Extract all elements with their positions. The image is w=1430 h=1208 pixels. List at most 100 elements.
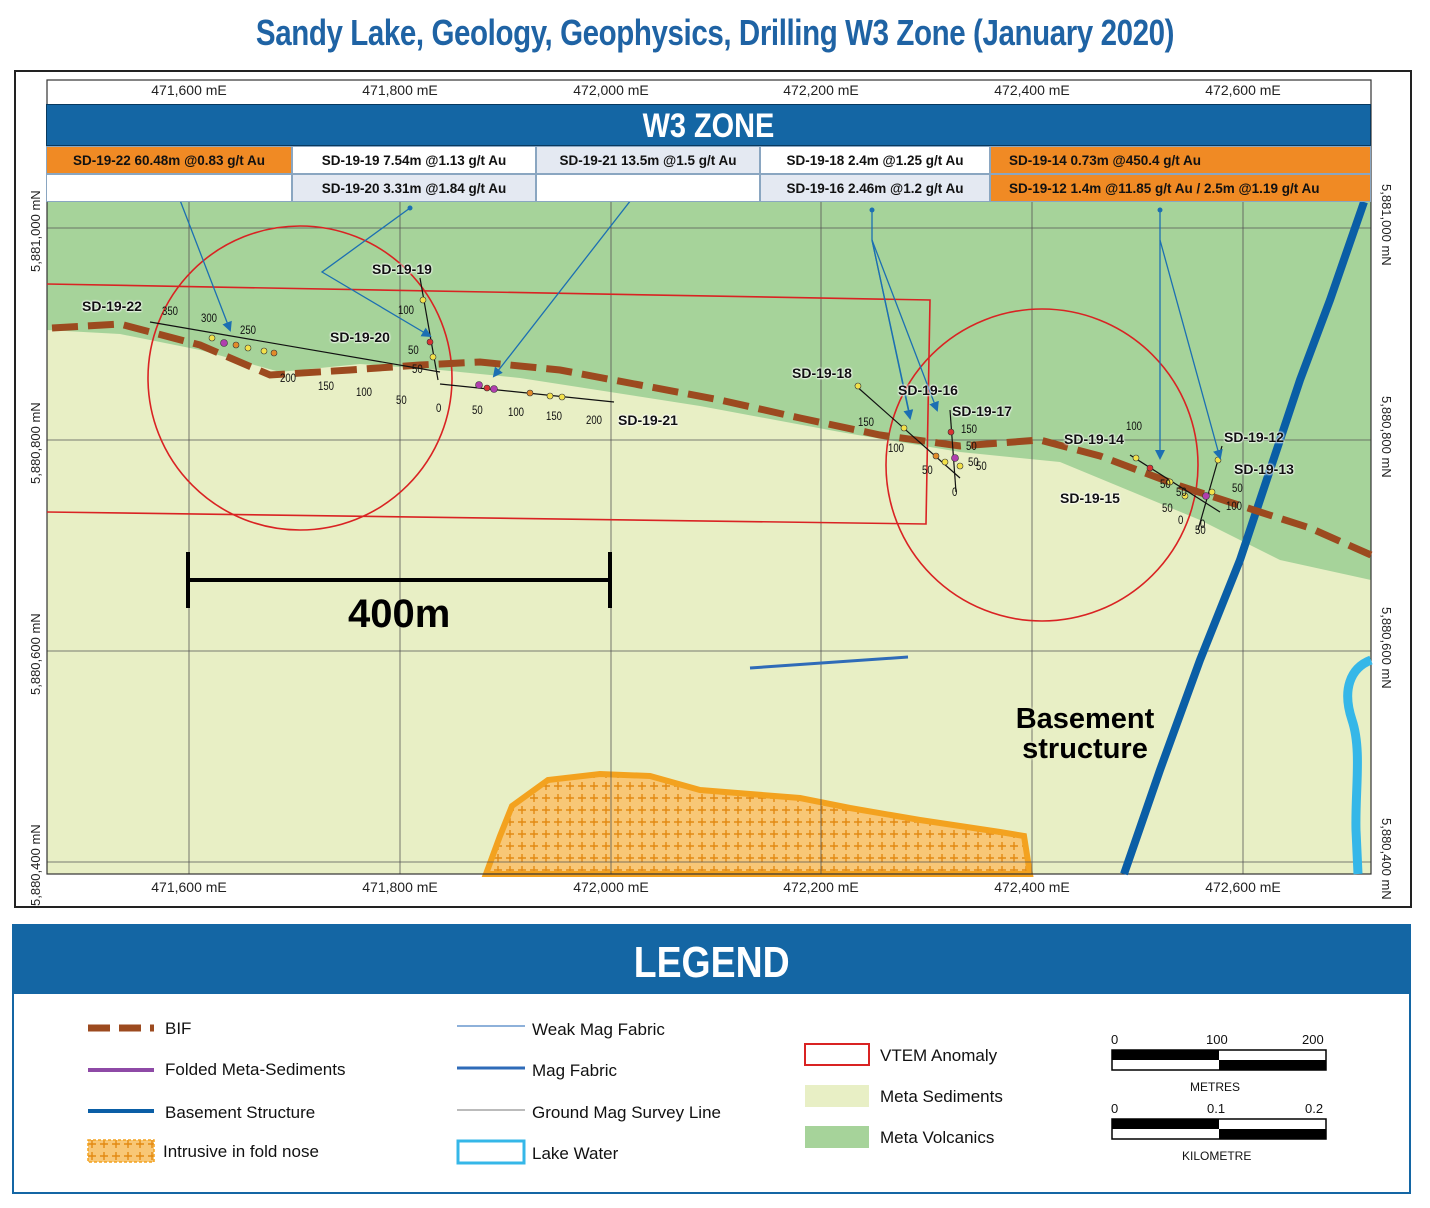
depth-tick-label: 50 [966,440,977,453]
easting-label-top: 471,800 mE [362,82,438,98]
easting-label-bottom: 471,600 mE [151,879,227,895]
meta-volcanics-symbol [805,1126,869,1148]
easting-label-top: 472,000 mE [573,82,649,98]
northing-label-left: 5,880,400 mN [28,824,43,906]
scalebar-m-caption: METRES [1190,1080,1241,1094]
result-sd-19-16: SD-19-16 2.46m @1.2 g/t Au [760,174,990,202]
meta-sediments-symbol [805,1085,869,1107]
grid-lines [47,202,1371,874]
depth-tick-label: 50 [968,456,979,469]
result-sd-19-20: SD-19-20 3.31m @1.84 g/t Au [292,174,536,202]
depth-tick-label: 50 [1160,478,1171,491]
hole-label: SD-19-14 [1064,431,1124,447]
depth-tick-label: 150 [858,416,874,429]
zone-title: W3 ZONE [642,107,775,145]
basement-label-line-2: structure [1022,733,1148,765]
hole-label: SD-19-12 [1224,429,1284,445]
depth-tick-label: 300 [201,312,217,325]
depth-tick-label: 50 [1232,482,1243,495]
result-empty-cell [46,174,292,202]
northing-label-left: 5,880,800 mN [28,402,43,484]
scale-bar-label: 400m [348,592,451,636]
depth-tick-label: 0 [436,402,441,415]
vtem-anomaly-polygon [46,283,931,525]
meta-volcanics-area [47,202,1371,580]
result-sd-19-18: SD-19-18 2.4m @1.25 g/t Au [760,146,990,174]
hole-label: SD-19-17 [952,403,1012,419]
depth-tick-label: 0 [952,486,957,499]
map-inner-border [46,79,1372,875]
result-sd-19-21: SD-19-21 13.5m @1.5 g/t Au [536,146,760,174]
depth-tick-label: 50 [1195,524,1206,537]
depth-tick-label: 50 [1162,502,1173,515]
depth-tick-label: 200 [280,372,296,385]
scalebar-km-caption: KILOMETRE [1182,1149,1252,1163]
folded-meta-sediments-symbol [88,1068,154,1072]
depth-tick-label: 50 [396,394,407,407]
legend-meta-sediments: Meta Sediments [880,1087,1003,1106]
easting-label-bottom: 472,200 mE [783,879,859,895]
depth-tick-label: 100 [1126,420,1142,433]
depth-tick-label: 150 [318,380,334,393]
legend-basement-structure: Basement Structure [165,1103,316,1122]
legend-mag-fabric: Mag Fabric [532,1061,618,1080]
depth-tick-label: 100 [1226,500,1242,513]
easting-label-top: 472,400 mE [994,82,1070,98]
depth-tick-label: 50 [412,363,423,376]
hole-label: SD-19-13 [1234,461,1294,477]
result-sd-19-12: SD-19-12 1.4m @11.85 g/t Au / 2.5m @1.19… [990,174,1371,202]
easting-label-bottom: 472,400 mE [994,879,1070,895]
vtem-anomaly-circle-west [147,225,453,531]
result-sd-19-14: SD-19-14 0.73m @450.4 g/t Au [990,146,1371,174]
hole-label: SD-19-21 [618,412,678,428]
basement-structure-line [1120,200,1368,876]
lake-water [1343,655,1373,875]
depth-tick-label: 100 [398,304,414,317]
easting-label-top: 471,600 mE [151,82,227,98]
legend-folded-meta-sediments: Folded Meta-Sediments [165,1060,346,1079]
result-sd-19-19: SD-19-19 7.54m @1.13 g/t Au [292,146,536,174]
legend-intrusive: Intrusive in fold nose [163,1142,319,1161]
depth-tick-label: 250 [240,324,256,337]
northing-label-left: 5,881,000 mN [28,190,43,272]
scalebar-m-tick: 200 [1302,1032,1324,1047]
depth-tick-label: 100 [356,386,372,399]
depth-tick-label: 50 [976,460,987,473]
northing-label-right: 5,881,000 mN [1379,184,1394,266]
result-empty-cell [536,174,760,202]
easting-label-bottom: 472,000 mE [573,879,649,895]
intrusive-fold-nose [481,770,1034,877]
northing-label-right: 5,880,800 mN [1379,396,1394,478]
northing-label-left: 5,880,600 mN [28,613,43,695]
zone-title-bar: W3 ZONE [46,104,1371,146]
legend-header: LEGEND [12,924,1411,994]
depth-tick-label: 0 [1178,514,1183,527]
easting-label-top: 472,200 mE [783,82,859,98]
vtem-anomaly-circle-east [885,308,1199,622]
depth-tick-label: 100 [508,406,524,419]
easting-label-top: 472,600 mE [1205,82,1281,98]
lake-water-symbol [456,1139,526,1165]
scalebar-m-tick: 0 [1111,1032,1119,1047]
basement-label-line-1: Basement [1015,703,1155,735]
hole-label: SD-19-15 [1060,490,1120,506]
hole-label: SD-19-22 [82,298,142,314]
depth-tick-label: 200 [586,414,602,427]
hole-label: SD-19-20 [330,329,390,345]
hole-label: SD-19-18 [792,365,852,381]
legend-weak-mag-fabric: Weak Mag Fabric [532,1020,665,1039]
map-title: Sandy Lake, Geology, Geophysics, Drillin… [255,12,1175,53]
depth-tick-label: 50 [472,404,483,417]
legend-bif: BIF [165,1019,192,1038]
depth-tick-label: 50 [1176,486,1187,499]
scale-bar-400m [186,552,612,608]
map-frame [14,70,1412,908]
vtem-anomaly-symbol [804,1043,870,1066]
legend-ground-mag-survey-line: Ground Mag Survey Line [532,1103,721,1122]
legend-heading: LEGEND [633,938,790,987]
easting-label-bottom: 472,600 mE [1205,879,1281,895]
depth-tick-label: 50 [922,464,933,477]
ground-mag-line-symbol [457,1109,525,1111]
scalebar-km-tick: 0 [1111,1101,1119,1116]
northing-label-right: 5,880,400 mN [1379,818,1394,900]
